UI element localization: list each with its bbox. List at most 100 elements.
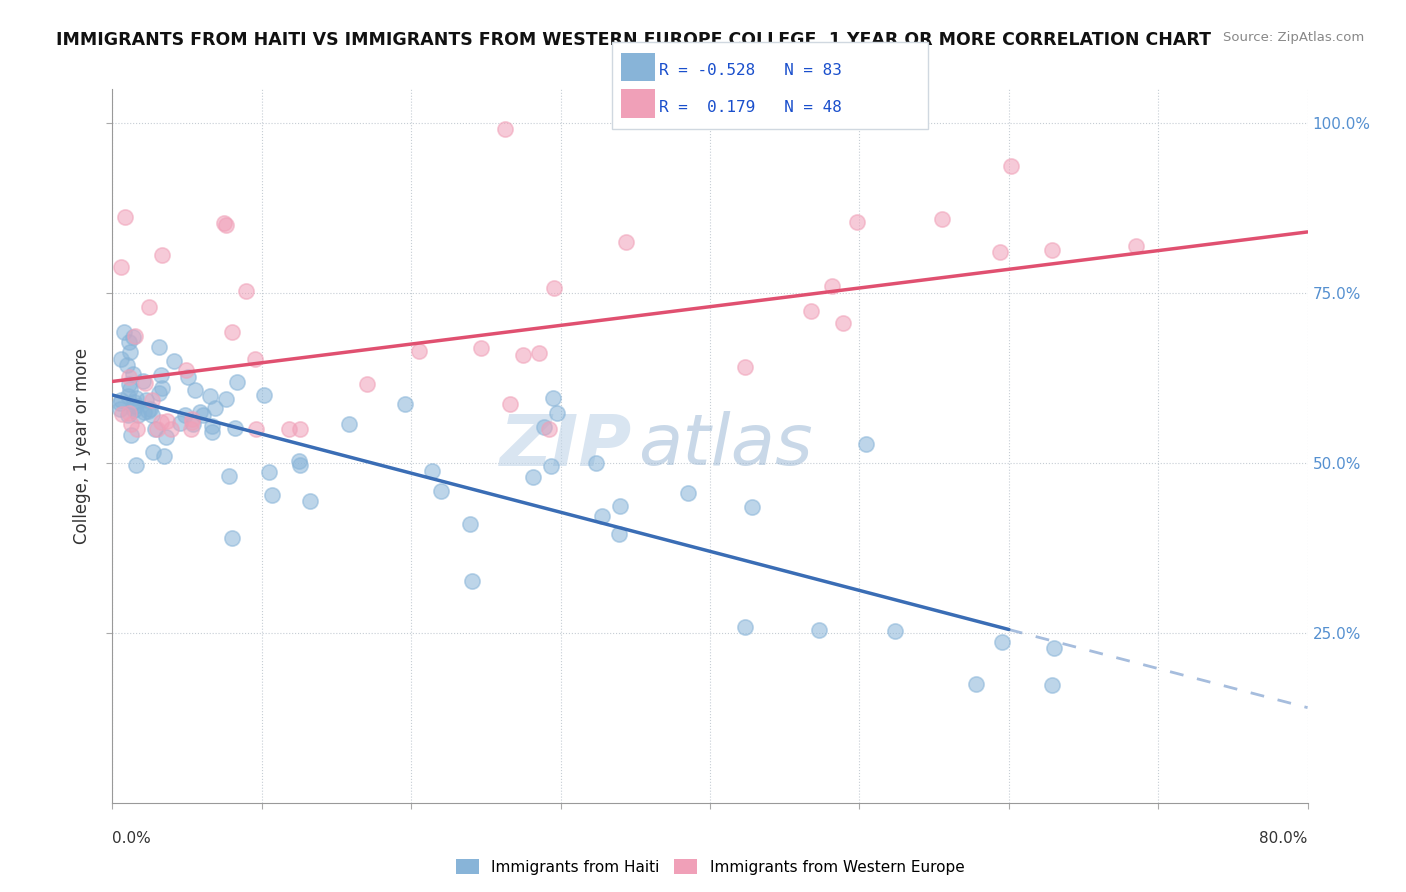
Point — [145, 422, 167, 436]
Point — [141, 393, 163, 408]
Point — [420, 465, 443, 479]
Point — [120, 417, 142, 432]
Point — [215, 392, 238, 406]
Point — [533, 419, 555, 434]
Point — [174, 408, 197, 422]
Point — [153, 449, 176, 463]
Point — [221, 531, 243, 545]
Point — [118, 335, 141, 350]
Text: R = -0.528   N = 83: R = -0.528 N = 83 — [659, 63, 842, 78]
Text: 80.0%: 80.0% — [1260, 831, 1308, 846]
Point — [460, 516, 482, 531]
Point — [221, 325, 243, 339]
Text: R =  0.179   N = 48: R = 0.179 N = 48 — [659, 100, 842, 114]
Point — [108, 396, 131, 410]
Point — [125, 422, 148, 436]
Point — [734, 359, 756, 374]
Point — [226, 375, 249, 389]
Point — [288, 458, 311, 472]
Point — [122, 367, 145, 381]
Point — [114, 210, 136, 224]
Point — [138, 301, 160, 315]
Point — [125, 391, 148, 405]
Point — [188, 405, 211, 419]
Point — [163, 354, 186, 368]
Point — [527, 346, 550, 360]
Point — [117, 370, 139, 384]
Point — [224, 421, 246, 435]
Point — [990, 634, 1012, 648]
Point — [146, 422, 169, 436]
Point — [988, 245, 1011, 260]
Point — [150, 248, 173, 262]
Point — [110, 260, 132, 275]
Point — [122, 329, 145, 343]
Point — [132, 375, 155, 389]
Point — [832, 316, 855, 330]
Point — [498, 397, 520, 411]
Point — [135, 393, 157, 408]
Point — [540, 458, 562, 473]
Point — [522, 470, 544, 484]
Point — [122, 403, 145, 417]
Point — [110, 351, 132, 366]
Point — [110, 393, 132, 408]
Point — [191, 408, 214, 422]
Point — [120, 427, 142, 442]
Point — [1043, 640, 1066, 655]
Point — [218, 469, 240, 483]
Point — [112, 325, 135, 339]
Point — [120, 382, 142, 396]
Point — [537, 422, 560, 436]
Point — [200, 418, 222, 433]
Point — [585, 456, 607, 470]
Point — [117, 389, 139, 403]
Point — [245, 422, 267, 436]
Point — [117, 408, 139, 422]
Point — [592, 508, 614, 523]
Point — [198, 389, 221, 403]
Point — [125, 458, 148, 472]
Point — [541, 391, 564, 405]
Y-axis label: College, 1 year or more: College, 1 year or more — [73, 348, 91, 544]
Point — [142, 445, 165, 459]
Point — [277, 422, 299, 436]
Point — [181, 417, 204, 432]
Point — [855, 437, 877, 451]
Point — [118, 377, 141, 392]
Point — [212, 216, 235, 230]
Point — [120, 345, 142, 359]
Point — [204, 401, 226, 416]
Point — [148, 340, 170, 354]
Text: ZIP: ZIP — [501, 411, 633, 481]
Point — [614, 235, 637, 250]
Point — [741, 500, 763, 514]
Point — [800, 304, 823, 318]
Point — [124, 399, 146, 413]
Point — [155, 429, 177, 443]
Point — [260, 488, 283, 502]
Point — [138, 404, 160, 418]
Point — [115, 359, 138, 373]
Point — [134, 376, 156, 390]
Point — [543, 281, 565, 295]
Point — [111, 408, 134, 422]
Point — [181, 411, 204, 425]
Point — [124, 329, 146, 343]
Point — [180, 415, 202, 429]
Point — [132, 405, 155, 419]
Point — [883, 624, 905, 638]
Point — [156, 414, 179, 428]
Text: atlas: atlas — [638, 411, 813, 481]
Point — [174, 363, 197, 377]
Text: IMMIGRANTS FROM HAITI VS IMMIGRANTS FROM WESTERN EUROPE COLLEGE, 1 YEAR OR MORE : IMMIGRANTS FROM HAITI VS IMMIGRANTS FROM… — [56, 31, 1211, 49]
Text: Source: ZipAtlas.com: Source: ZipAtlas.com — [1223, 31, 1364, 45]
Point — [430, 483, 453, 498]
Point — [215, 219, 238, 233]
Text: 0.0%: 0.0% — [112, 831, 152, 846]
Point — [337, 417, 360, 432]
Point — [821, 279, 844, 293]
Point — [546, 405, 568, 419]
Point — [118, 406, 141, 420]
Point — [461, 574, 484, 589]
